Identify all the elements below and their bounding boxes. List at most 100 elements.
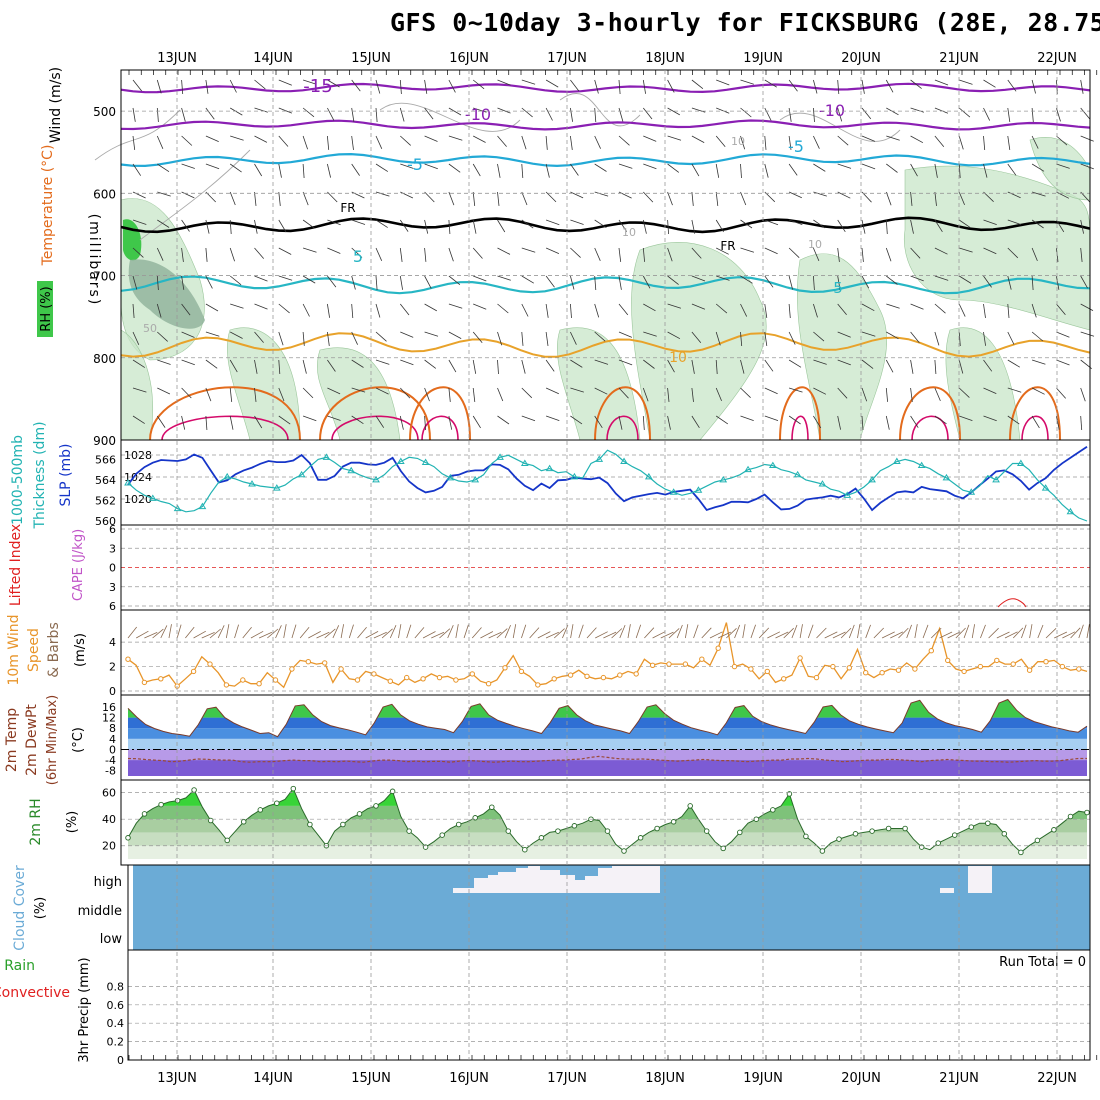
wind-barb	[691, 135, 705, 143]
wind-barb	[424, 163, 438, 170]
wind-barb	[861, 415, 864, 431]
surface-wind-barb	[381, 628, 393, 639]
wind-barb	[327, 107, 335, 121]
wind-barb	[132, 79, 143, 92]
thickness-point	[545, 464, 554, 472]
surface-wind-barb	[980, 624, 986, 639]
wind-barb	[400, 331, 414, 338]
wind-barb	[302, 331, 305, 346]
surface-wind-barb	[1070, 627, 1081, 639]
wind-barb	[254, 415, 263, 429]
wind-barb	[1031, 219, 1044, 229]
temperature-tick-label: -8	[105, 765, 116, 778]
wind-barb	[740, 247, 755, 253]
rh-point	[555, 828, 561, 834]
wind-speed-point	[141, 679, 148, 686]
surface-wind-barb	[201, 632, 215, 639]
wind-barb	[521, 79, 536, 85]
thickness-point	[520, 459, 529, 467]
wind-barb	[205, 247, 208, 262]
rh-point	[489, 804, 495, 810]
wind-speed-point	[223, 682, 230, 688]
wind-barb	[254, 303, 268, 310]
wind-barb	[375, 387, 389, 395]
wind-barb	[132, 191, 146, 199]
surface-wind-barb	[873, 627, 884, 639]
wind-speed-point	[272, 677, 279, 683]
wind-barb	[399, 219, 409, 232]
wind-barb	[861, 303, 875, 312]
wind-barb	[448, 135, 463, 141]
thickness-point	[372, 475, 380, 483]
cloud-tick-label: low	[100, 932, 123, 947]
wind-barb	[521, 163, 524, 179]
panel-cloud-cover: high middle low Cloud Cover (%)	[12, 865, 1090, 951]
wind-speed-point	[322, 660, 328, 666]
clear-sky-segment	[528, 866, 540, 893]
rh-point	[637, 835, 644, 841]
wind-barb	[497, 163, 501, 178]
wind-barb	[1007, 219, 1022, 225]
wind-barb	[399, 415, 404, 430]
wind-barb	[1007, 303, 1010, 319]
wind-barb	[205, 163, 220, 170]
wind-barb	[229, 275, 242, 286]
wind-barb	[545, 303, 549, 318]
wind-barb	[934, 275, 949, 281]
surface-wind-barb	[963, 624, 970, 639]
temperature-legend-label: Temperature (°C)	[40, 145, 56, 267]
wind-barb	[886, 303, 900, 309]
wind-barb	[497, 359, 499, 375]
wind-barb	[181, 219, 190, 232]
wind-barb	[375, 415, 385, 428]
wind-barb	[254, 135, 268, 143]
thickness-point	[173, 504, 182, 512]
temp-unit-label: (°C)	[71, 727, 86, 753]
temperature-tick-label: 8	[109, 722, 116, 735]
wind-barb	[594, 303, 600, 318]
wind-contour	[139, 149, 251, 241]
wind-barb	[302, 107, 315, 118]
wind-barb	[473, 135, 486, 143]
surface-wind-barb	[250, 630, 264, 639]
temperature-tick-label: 0	[109, 743, 116, 756]
wind-barb	[715, 191, 719, 206]
surface-wind-barb	[1045, 628, 1057, 639]
pressure-tick-label: 800	[93, 352, 116, 366]
wind-barb	[302, 135, 308, 150]
wind-barb	[473, 275, 487, 282]
wind-barb	[788, 303, 791, 319]
wind-speed-point	[682, 661, 689, 667]
rh-point	[224, 837, 230, 844]
surface-wind-barb	[283, 624, 287, 639]
wind-barb	[424, 219, 429, 234]
rh-label: 2m RH	[28, 798, 44, 845]
wind-barb	[740, 135, 746, 150]
wind-barb	[910, 303, 924, 310]
wind-barb	[861, 107, 872, 120]
panel-frame	[120, 609, 1091, 696]
rh-point	[1084, 809, 1090, 816]
wind-barb	[229, 359, 238, 373]
wind-barb	[1007, 331, 1015, 345]
isotherm-plus-20	[911, 415, 949, 441]
thickness-point	[124, 479, 132, 486]
surface-wind-barb	[947, 631, 961, 639]
wind-barb	[885, 387, 888, 402]
wind-barb	[788, 387, 803, 393]
wind-barb	[545, 219, 560, 226]
day-label-top: 13JUN	[157, 51, 197, 66]
wind-barb	[813, 79, 818, 94]
clear-sky-segment	[575, 880, 585, 893]
wind-barb	[157, 387, 171, 395]
surface-wind-barb	[865, 624, 871, 639]
wind-barb	[1031, 359, 1046, 365]
wind-barb	[570, 79, 580, 92]
wind-speed-point	[813, 674, 820, 681]
wind-barb	[716, 107, 730, 114]
wind-barb	[716, 79, 730, 86]
wind-barb	[983, 331, 986, 346]
thickness-point	[744, 465, 752, 473]
wind-barb	[837, 275, 841, 290]
wind-barb	[1056, 303, 1066, 315]
